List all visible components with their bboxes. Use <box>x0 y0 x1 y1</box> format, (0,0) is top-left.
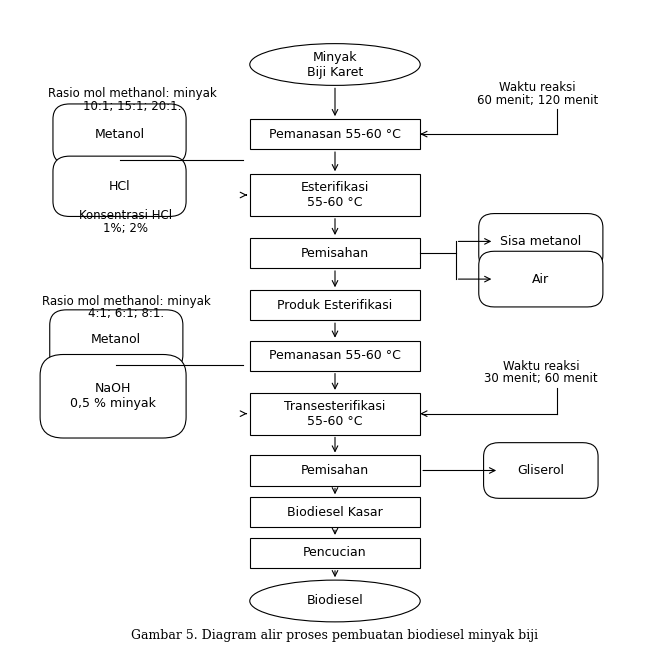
Text: Gliserol: Gliserol <box>517 464 564 477</box>
FancyBboxPatch shape <box>250 174 420 216</box>
FancyBboxPatch shape <box>50 310 183 370</box>
Ellipse shape <box>250 580 420 622</box>
Text: Pencucian: Pencucian <box>304 546 366 559</box>
Text: 30 menit; 60 menit: 30 menit; 60 menit <box>484 372 598 385</box>
Text: 10:1; 15:1; 20:1.: 10:1; 15:1; 20:1. <box>83 100 182 113</box>
Text: Pemanasan 55-60 °C: Pemanasan 55-60 °C <box>269 349 401 362</box>
FancyBboxPatch shape <box>250 119 420 149</box>
FancyBboxPatch shape <box>479 251 603 307</box>
FancyBboxPatch shape <box>250 393 420 434</box>
Text: Produk Esterifikasi: Produk Esterifikasi <box>277 299 393 312</box>
FancyBboxPatch shape <box>479 214 603 270</box>
Text: Rasio mol methanol: minyak: Rasio mol methanol: minyak <box>48 87 217 100</box>
FancyBboxPatch shape <box>250 497 420 527</box>
FancyBboxPatch shape <box>250 290 420 320</box>
Text: Minyak
Biji Karet: Minyak Biji Karet <box>307 51 363 79</box>
Text: NaOH
0,5 % minyak: NaOH 0,5 % minyak <box>70 382 156 410</box>
FancyBboxPatch shape <box>250 238 420 268</box>
Ellipse shape <box>250 44 420 85</box>
Text: Gambar 5. Diagram alir proses pembuatan biodiesel minyak biji: Gambar 5. Diagram alir proses pembuatan … <box>131 630 539 643</box>
Text: Biodiesel: Biodiesel <box>307 594 363 607</box>
Text: Rasio mol methanol: minyak: Rasio mol methanol: minyak <box>42 295 210 308</box>
Text: 4:1; 6:1; 8:1.: 4:1; 6:1; 8:1. <box>88 307 164 320</box>
Text: Pemisahan: Pemisahan <box>301 247 369 260</box>
Text: Esterifikasi
55-60 °C: Esterifikasi 55-60 °C <box>301 181 369 209</box>
Text: Transesterifikasi
55-60 °C: Transesterifikasi 55-60 °C <box>284 400 386 428</box>
Text: Pemanasan 55-60 °C: Pemanasan 55-60 °C <box>269 128 401 141</box>
FancyBboxPatch shape <box>40 355 186 438</box>
FancyBboxPatch shape <box>53 104 186 164</box>
FancyBboxPatch shape <box>484 443 598 498</box>
Text: 60 menit; 120 menit: 60 menit; 120 menit <box>477 94 598 107</box>
Text: Metanol: Metanol <box>91 333 141 346</box>
Text: 1%; 2%: 1%; 2% <box>103 221 149 234</box>
Text: Metanol: Metanol <box>94 128 145 141</box>
Text: HCl: HCl <box>109 180 131 193</box>
Text: Waktu reaksi: Waktu reaksi <box>499 81 576 94</box>
Text: Waktu reaksi: Waktu reaksi <box>502 359 579 372</box>
Text: Konsentrasi HCl: Konsentrasi HCl <box>80 209 172 222</box>
Text: Pemisahan: Pemisahan <box>301 464 369 477</box>
FancyBboxPatch shape <box>250 538 420 568</box>
FancyBboxPatch shape <box>53 156 186 217</box>
FancyBboxPatch shape <box>250 456 420 486</box>
FancyBboxPatch shape <box>250 340 420 370</box>
Text: Biodiesel Kasar: Biodiesel Kasar <box>287 506 383 519</box>
Text: Air: Air <box>532 273 549 286</box>
Text: Sisa metanol: Sisa metanol <box>500 235 582 248</box>
